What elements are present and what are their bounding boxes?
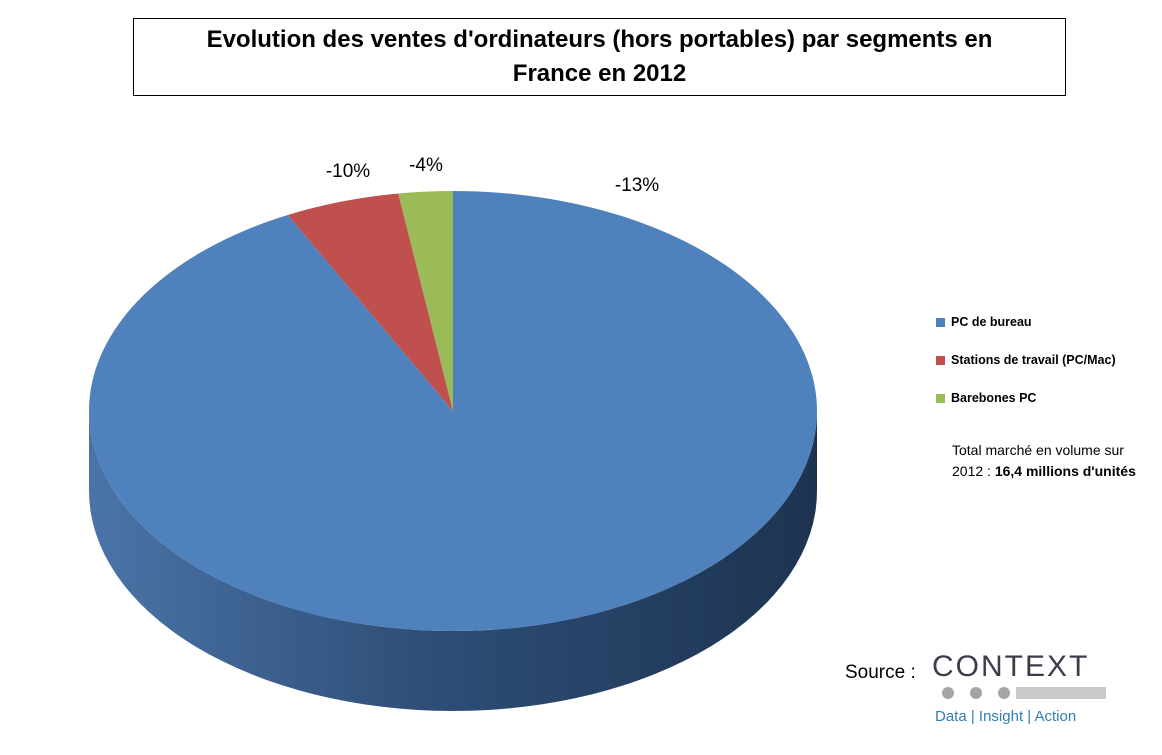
pie-side-shade [89,411,817,711]
legend-label: Stations de travail (PC/Mac) [951,353,1116,367]
total-market-note: Total marché en volume sur 2012 : 16,4 m… [952,440,1142,482]
logo-dot-icon [942,687,954,699]
pie-data-label: -10% [326,161,370,182]
legend-item: Barebones PC [936,388,1116,408]
pie-slice [88,191,818,631]
source-label: Source : [845,662,916,683]
legend-label: PC de bureau [951,315,1032,329]
legend-label: Barebones PC [951,391,1037,405]
pie-slice [287,193,453,411]
chart-title: Evolution des ventes d'ordinateurs (hors… [133,18,1066,96]
legend: PC de bureau Stations de travail (PC/Mac… [936,312,1116,426]
total-note-text: Total marché en volume sur 2012 : [952,442,1124,479]
legend-swatch [936,355,945,365]
logo-dot-icon [970,687,982,699]
legend-swatch [936,393,945,403]
legend-item: Stations de travail (PC/Mac) [936,350,1116,370]
total-note-value: 16,4 millions d'unités [994,463,1136,479]
logo-tagline: Data | Insight | Action [935,708,1077,725]
pie-slice [398,191,453,411]
pie-data-labels: -13% -10% -4% [326,155,659,196]
pie-slices [88,191,818,631]
pie-data-label: -4% [409,155,443,176]
logo-wordmark: CONTEXT [932,650,1090,683]
logo-bar [1016,687,1106,699]
legend-item: PC de bureau [936,312,1116,332]
pie-side-wall [89,411,817,711]
pie-data-label: -13% [615,175,659,196]
logo-dot-icon [998,687,1010,699]
legend-swatch [936,317,945,327]
